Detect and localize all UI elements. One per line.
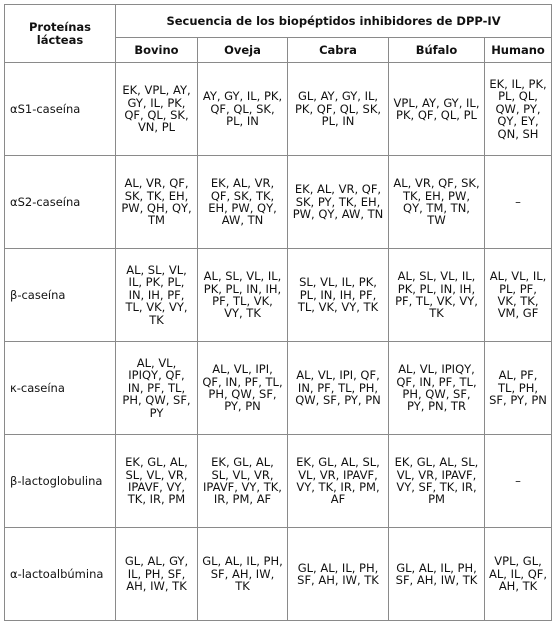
peptide-cell: AL, VL, IPIQY, QF, IN, PF, TL, PH, QW, S… xyxy=(115,341,198,435)
peptide-cell: VPL, AY, GY, IL, PK, QF, QL, PL xyxy=(388,62,485,156)
peptide-cell: VPL, GL, AL, IL, QF, AH, TK xyxy=(483,527,553,621)
group-header: Secuencia de los biopéptidos inhibidores… xyxy=(114,4,553,38)
peptide-cell: AL, VL, IPI, QF, IN, PF, TL, PH, QW, SF,… xyxy=(287,341,389,435)
table-row: β-caseína AL, SL, VL, IL, PK, PL, IN, IH… xyxy=(4,248,553,342)
peptide-cell: EK, GL, AL, SL, VL, VR, IPAVF, VY, SF, T… xyxy=(388,434,485,528)
protein-name: β-caseína xyxy=(4,248,116,342)
protein-name: αS1-caseína xyxy=(4,62,116,156)
protein-name: κ-caseína xyxy=(4,341,116,435)
peptide-cell: GL, AL, IL, PH, SF, AH, IW, TK xyxy=(287,527,389,621)
table-row: β-lactoglobulina EK, GL, AL, SL, VL, VR,… xyxy=(4,434,553,528)
species-header: Búfalo xyxy=(388,37,485,63)
peptide-cell: GL, AL, IL, PH, SF, AH, IW, TK xyxy=(388,527,485,621)
peptide-cell: GL, AL, IL, PH, SF, AH, IW, TK xyxy=(197,527,288,621)
dpp-iv-peptide-table: Proteínas lácteas Secuencia de los biopé… xyxy=(4,4,553,621)
peptide-cell: AY, GY, IL, PK, QF, QL, SK, PL, IN xyxy=(197,62,288,156)
peptide-cell: GL, AY, GY, IL, PK, QF, QL, SK, PL, IN xyxy=(287,62,389,156)
table-row: αS1-caseína EK, VPL, AY, GY, IL, PK, QF,… xyxy=(4,62,553,156)
peptide-cell: EK, IL, PK, PL, QL, QW, PY, QY, EY, QN, … xyxy=(483,62,553,156)
peptide-cell: – xyxy=(483,155,553,249)
table-container: Proteínas lácteas Secuencia de los biopé… xyxy=(4,4,553,621)
peptide-cell: AL, VR, QF, SK, TK, EH, PW, QH, QY, TM xyxy=(115,155,198,249)
protein-name: α-lactoalbúmina xyxy=(4,527,116,621)
header-row-species: Bovino Oveja Cabra Búfalo Humano xyxy=(5,37,553,63)
species-header: Bovino xyxy=(115,37,198,63)
table-row: α-lactoalbúmina GL, AL, GY, IL, PH, SF, … xyxy=(4,527,553,621)
corner-header: Proteínas lácteas xyxy=(4,4,116,63)
peptide-cell: AL, VR, QF, SK, TK, EH, PW, QY, TM, TN, … xyxy=(388,155,485,249)
header-row-top: Proteínas lácteas Secuencia de los biopé… xyxy=(4,4,553,63)
peptide-cell: AL, PF, TL, PH, SF, PY, PN xyxy=(483,341,553,435)
species-header: Cabra xyxy=(287,37,389,63)
peptide-cell: GL, AL, GY, IL, PH, SF, AH, IW, TK xyxy=(115,527,198,621)
protein-name: β-lactoglobulina xyxy=(4,434,116,528)
peptide-cell: EK, VPL, AY, GY, IL, PK, QF, QL, SK, VN,… xyxy=(115,62,198,156)
peptide-cell: AL, SL, VL, IL, PK, PL, IN, IH, PF, TL, … xyxy=(388,248,485,342)
peptide-cell: EK, AL, VR, QF, SK, PY, TK, EH, PW, QY, … xyxy=(287,155,389,249)
peptide-cell: AL, SL, VL, IL, PK, PL, IN, IH, PF, TL, … xyxy=(197,248,288,342)
peptide-cell: EK, GL, AL, SL, VL, VR, IPAVF, VY, TK, I… xyxy=(197,434,288,528)
peptide-cell: EK, GL, AL, SL, VL, VR, IPAVF, VY, TK, I… xyxy=(287,434,389,528)
peptide-cell: AL, SL, VL, IL, PK, PL, IN, IH, PF, TL, … xyxy=(115,248,198,342)
peptide-cell: AL, VL, IPIQY, QF, IN, PF, TL, PH, QW, S… xyxy=(388,341,485,435)
table-row: αS2-caseína AL, VR, QF, SK, TK, EH, PW, … xyxy=(4,155,553,249)
species-header: Humano xyxy=(483,37,553,63)
protein-name: αS2-caseína xyxy=(4,155,116,249)
peptide-cell: EK, GL, AL, SL, VL, VR, IPAVF, VY, TK, I… xyxy=(115,434,198,528)
peptide-cell: AL, VL, IPI, QF, IN, PF, TL, PH, QW, SF,… xyxy=(197,341,288,435)
table-row: κ-caseína AL, VL, IPIQY, QF, IN, PF, TL,… xyxy=(4,341,553,435)
peptide-cell: EK, AL, VR, QF, SK, TK, EH, PW, QY, AW, … xyxy=(197,155,288,249)
peptide-cell: – xyxy=(483,434,553,528)
peptide-cell: SL, VL, IL, PK, PL, IN, IH, PF, TL, VK, … xyxy=(287,248,389,342)
species-header: Oveja xyxy=(197,37,288,63)
peptide-cell: AL, VL, IL, PL, PF, VK, TK, VM, GF xyxy=(483,248,553,342)
